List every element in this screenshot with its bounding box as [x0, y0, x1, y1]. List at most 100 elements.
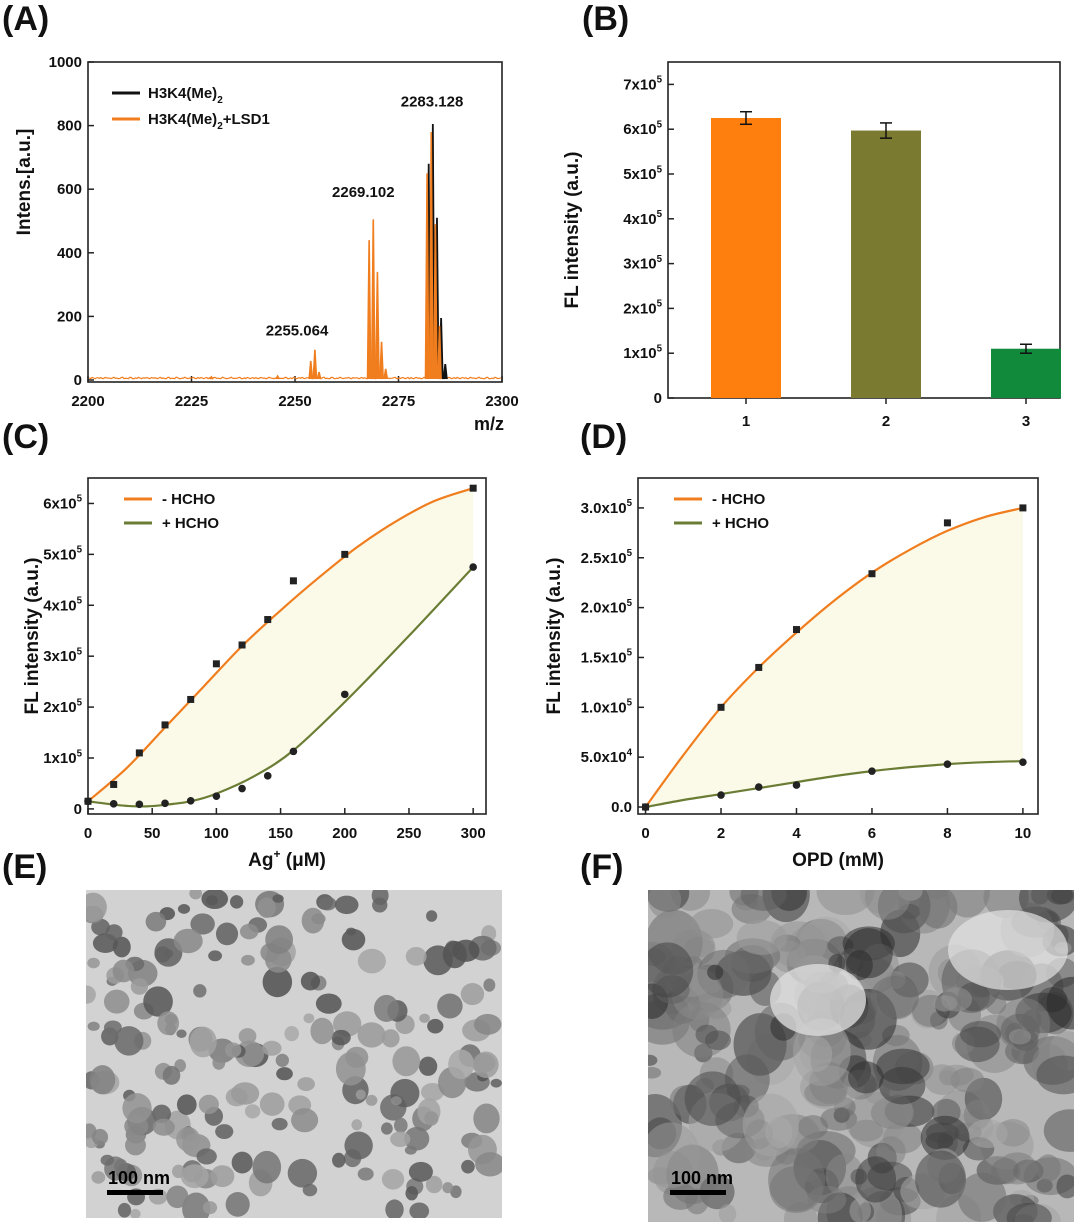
nanoparticle — [244, 1104, 261, 1119]
nanoparticle — [284, 1026, 300, 1042]
aggregate-cluster — [1035, 1154, 1061, 1182]
data-point — [289, 747, 298, 756]
spectrum-peak — [432, 224, 438, 380]
chart-d-opd-titration: 0 2 4 6 8 10 0.0 5.0x104 1.0x105 1.5x105 2.0x105 2.… — [544, 477, 1039, 871]
data-point — [340, 690, 349, 699]
aggregate-cluster — [1008, 1029, 1032, 1045]
nanoparticle — [442, 1182, 454, 1194]
nanoparticle — [225, 1191, 250, 1217]
aggregate-cluster — [825, 1153, 865, 1198]
spectrum-peak — [428, 131, 434, 380]
nanoparticle — [332, 1152, 346, 1168]
y-tick-label: 3x105 — [43, 646, 82, 665]
y-axis-label: Intens.[a.u.] — [14, 129, 35, 236]
nanoparticle — [262, 966, 293, 998]
legend-label: H3K4(Me)2+LSD1 — [148, 111, 270, 132]
aggregate-cluster — [799, 1036, 833, 1072]
x-tick-label: 2 — [882, 413, 890, 430]
nanoparticle — [424, 1111, 439, 1126]
y-tick-label: 600 — [57, 181, 82, 198]
nanoparticle — [208, 950, 223, 962]
x-tick-label: 2200 — [71, 393, 104, 410]
data-point — [1019, 758, 1027, 766]
nanoparticle — [86, 985, 96, 1004]
bar — [991, 348, 1061, 398]
y-tick-label: 5x105 — [43, 545, 82, 564]
data-point — [792, 781, 801, 789]
aggregate-cluster — [1036, 1178, 1053, 1193]
y-axis-label: FL intensity (a.u.) — [22, 558, 43, 715]
aggregate-cluster — [939, 1069, 957, 1086]
aggregate-cluster — [768, 1148, 826, 1212]
nanoparticle — [215, 922, 239, 946]
aggregate-cluster — [816, 890, 875, 916]
y-tick-label: 2x105 — [43, 697, 82, 716]
y-tick-label: 3.0x105 — [581, 498, 633, 517]
chartC-frame — [87, 477, 487, 815]
nanoparticle — [117, 1202, 132, 1218]
fit-curve — [87, 487, 474, 803]
chart-b-bar-chart: 0 1x105 2x105 3x105 4x105 5x105 6x105 7x105 FL i… — [562, 61, 1061, 430]
y-tick-label: 6x105 — [623, 119, 662, 138]
tem-image-e — [86, 890, 502, 1218]
nanoparticle — [212, 1055, 226, 1070]
y-tick-label: 0 — [654, 390, 662, 407]
nanoparticle — [373, 994, 399, 1022]
aggregate-cluster — [848, 1061, 884, 1094]
nanoparticle — [287, 1158, 318, 1188]
nanoparticle — [190, 913, 215, 935]
y-tick-label: 800 — [57, 118, 82, 135]
y-tick-label: 0 — [74, 801, 82, 818]
y-tick-label: 1x105 — [43, 748, 82, 767]
data-point — [186, 796, 195, 805]
y-tick-label: 200 — [57, 308, 82, 325]
aggregate-cluster — [765, 1116, 793, 1149]
nanoparticle — [345, 927, 357, 936]
shaded-region — [645, 507, 1023, 807]
nanoparticle — [408, 1161, 433, 1182]
nanoparticle — [265, 925, 293, 954]
bright-region — [770, 964, 866, 1036]
aggregate-cluster — [967, 1118, 1008, 1149]
y-tick-label: 1.0x105 — [581, 698, 633, 717]
nanoparticle — [404, 1126, 430, 1151]
y-tick-label: 7x105 — [623, 75, 662, 94]
nanoparticle — [381, 1122, 393, 1135]
nanoparticle — [202, 1201, 218, 1215]
nanoparticle — [490, 1078, 502, 1088]
data-point — [469, 563, 477, 571]
nanoparticle — [405, 946, 427, 966]
nanoparticle — [473, 1013, 502, 1035]
nanoparticle — [262, 1040, 282, 1056]
aggregate-cluster — [855, 1156, 897, 1203]
nanoparticle — [425, 1175, 443, 1194]
spectrum-peak — [375, 271, 380, 380]
data-point — [469, 484, 477, 492]
data-point — [110, 780, 118, 788]
aggregate-cluster — [648, 942, 694, 998]
panel-label-f: (F) — [580, 848, 624, 886]
nanoparticle — [145, 911, 167, 932]
nanoparticle — [311, 913, 326, 925]
x-tick-label: 6 — [868, 825, 876, 842]
nanoparticle — [180, 1164, 209, 1189]
aggregate-cluster — [1022, 1009, 1042, 1031]
y-tick-label: 4x105 — [43, 596, 82, 615]
chartD-frame — [637, 477, 1039, 815]
tem-image-f — [648, 890, 1074, 1222]
data-point — [755, 663, 763, 671]
data-point — [187, 695, 195, 703]
nanoparticle — [291, 1108, 319, 1133]
nanoparticle — [473, 1103, 500, 1134]
nanoparticle — [331, 1029, 351, 1046]
nanoparticle — [276, 1067, 293, 1081]
nanoparticle — [390, 1096, 402, 1106]
nanoparticle — [89, 1065, 116, 1095]
nanoparticle — [130, 1208, 141, 1218]
y-tick-label: 400 — [57, 245, 82, 262]
nanoparticle — [86, 892, 107, 922]
x-tick-label: 2250 — [278, 393, 311, 410]
nanoparticle — [264, 946, 292, 973]
y-tick-label: 0.0 — [611, 799, 632, 816]
nanoparticle — [87, 1021, 100, 1031]
